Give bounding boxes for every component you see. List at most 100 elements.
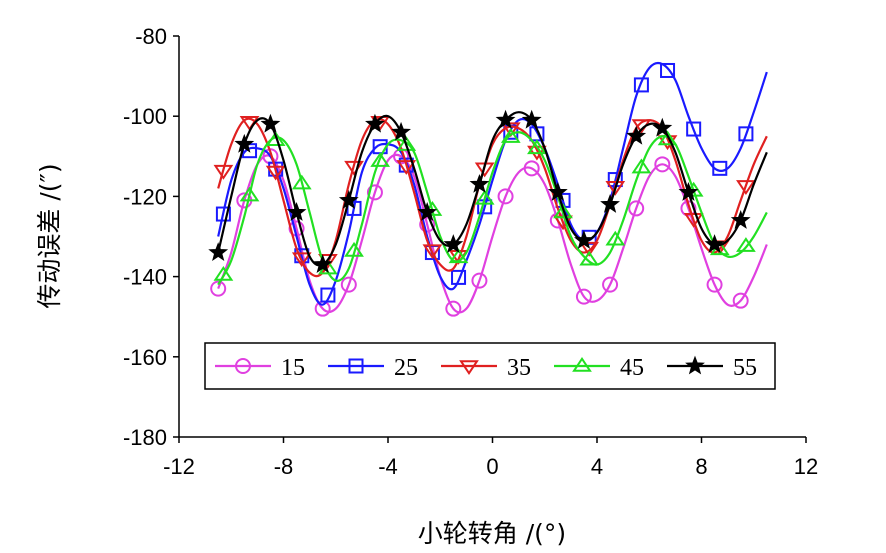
y-axis-title: 传动误差 /(″) xyxy=(35,163,64,308)
data-point-25 xyxy=(686,121,702,137)
data-point-15 xyxy=(602,276,619,293)
data-point-55 xyxy=(678,181,699,201)
data-point-55 xyxy=(574,230,594,249)
data-point-55 xyxy=(417,202,438,221)
y-tick-label: -80 xyxy=(135,24,167,49)
legend-label: 25 xyxy=(394,355,418,381)
x-axis-title: 小轮转角 /(°) xyxy=(418,519,566,548)
x-ticks: -12 -8 -4 0 4 8 12 xyxy=(163,437,818,479)
data-point-35 xyxy=(422,244,443,260)
y-tick-label: -180 xyxy=(123,425,167,450)
data-point-55 xyxy=(260,113,281,133)
data-point-45 xyxy=(553,203,573,219)
series-line-55 xyxy=(217,111,768,267)
data-point-35 xyxy=(291,252,312,268)
data-point-35 xyxy=(213,164,234,180)
legend-marker xyxy=(685,355,705,375)
data-point-15 xyxy=(419,216,436,233)
data-point-55 xyxy=(704,234,725,253)
data-point-15 xyxy=(706,276,723,293)
x-tick-label: 12 xyxy=(794,454,818,479)
series-line-15 xyxy=(217,153,768,314)
legend-label: 55 xyxy=(733,355,757,381)
data-point-45 xyxy=(448,248,469,264)
data-point-15 xyxy=(628,200,645,217)
legend: 15 25 35 45 55 xyxy=(204,342,776,390)
series-15 xyxy=(210,148,768,317)
legend-label: 35 xyxy=(507,355,531,381)
data-point-35 xyxy=(736,180,756,195)
data-point-15 xyxy=(575,288,592,305)
data-point-45 xyxy=(736,237,756,252)
legend-items: 15 25 35 45 55 xyxy=(215,355,757,381)
data-point-35 xyxy=(396,160,417,175)
legend-marker xyxy=(235,358,251,374)
data-point-45 xyxy=(344,241,364,257)
data-point-55 xyxy=(495,109,516,129)
x-tick-label: 4 xyxy=(591,454,603,479)
x-tick-label: -4 xyxy=(378,454,398,479)
legend-label: 45 xyxy=(620,355,644,381)
legend-marker xyxy=(572,356,592,372)
data-point-45 xyxy=(657,130,678,146)
series-45 xyxy=(213,128,768,286)
data-point-55 xyxy=(730,210,751,229)
data-point-55 xyxy=(391,121,411,141)
series-line-25 xyxy=(217,61,768,306)
y-tick-label: -160 xyxy=(123,345,167,370)
series-line-35 xyxy=(217,117,768,278)
data-point-25 xyxy=(633,77,649,93)
legend-item-45: 45 xyxy=(554,355,644,381)
data-point-55 xyxy=(286,202,307,221)
data-point-55 xyxy=(626,125,647,145)
data-point-45 xyxy=(213,265,234,281)
y-tick-label: -140 xyxy=(123,265,167,290)
data-point-55 xyxy=(547,181,568,201)
legend-label: 15 xyxy=(281,355,305,381)
data-point-55 xyxy=(600,194,620,213)
data-point-55 xyxy=(312,254,333,273)
data-point-55 xyxy=(521,109,542,129)
data-point-35 xyxy=(579,241,600,257)
data-point-45 xyxy=(579,250,600,266)
y-tick-label: -100 xyxy=(123,104,167,129)
legend-marker xyxy=(459,360,479,376)
data-point-35 xyxy=(605,180,626,196)
data-point-35 xyxy=(500,122,521,138)
series-55 xyxy=(208,109,768,273)
x-tick-label: -12 xyxy=(163,454,195,479)
data-point-15 xyxy=(654,156,671,173)
data-point-45 xyxy=(291,174,312,190)
data-point-45 xyxy=(605,230,626,246)
data-point-45 xyxy=(474,189,495,205)
x-tick-label: -8 xyxy=(274,454,294,479)
data-point-55 xyxy=(208,242,229,261)
data-point-45 xyxy=(500,128,521,143)
data-point-55 xyxy=(443,234,464,253)
data-point-15 xyxy=(340,276,357,293)
data-point-25 xyxy=(320,287,336,303)
data-point-25 xyxy=(738,126,754,142)
legend-marker xyxy=(348,358,364,374)
data-point-25 xyxy=(451,269,467,285)
legend-item-25: 25 xyxy=(328,355,418,381)
data-point-45 xyxy=(370,152,391,167)
legend-item-35: 35 xyxy=(441,355,531,381)
plot-series xyxy=(208,61,768,317)
x-tick-label: 0 xyxy=(486,454,498,479)
y-tick-label: -120 xyxy=(123,184,167,209)
data-point-55 xyxy=(234,133,255,153)
x-tick-label: 8 xyxy=(695,454,707,479)
legend-item-55: 55 xyxy=(667,355,757,381)
series-25 xyxy=(215,61,768,306)
data-point-45 xyxy=(631,158,652,174)
data-point-45 xyxy=(396,136,417,151)
data-point-25 xyxy=(660,62,676,78)
data-point-55 xyxy=(469,173,490,193)
data-point-45 xyxy=(239,186,260,202)
data-point-15 xyxy=(445,300,462,317)
data-point-55 xyxy=(652,117,673,137)
data-point-35 xyxy=(265,165,286,181)
data-point-55 xyxy=(338,189,359,209)
